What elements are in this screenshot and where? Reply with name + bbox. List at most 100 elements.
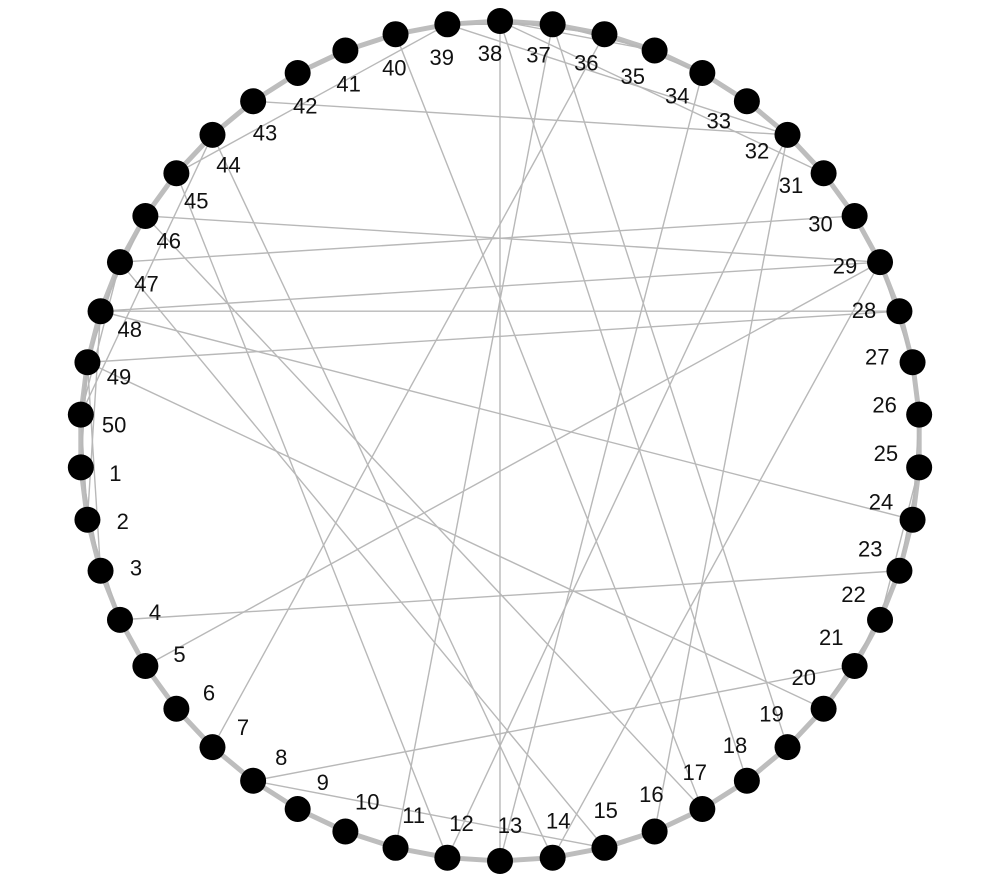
network-node bbox=[383, 835, 409, 861]
node-label: 25 bbox=[874, 441, 898, 466]
node-label: 50 bbox=[102, 413, 126, 438]
chord-edge bbox=[101, 262, 880, 311]
node-label: 22 bbox=[841, 582, 865, 607]
node-label: 34 bbox=[665, 84, 689, 109]
node-label: 41 bbox=[336, 72, 360, 97]
node-label: 19 bbox=[759, 701, 783, 726]
network-node bbox=[332, 819, 358, 845]
network-node bbox=[642, 819, 668, 845]
network-node bbox=[734, 768, 760, 794]
chord-group bbox=[81, 21, 919, 861]
chord-edge bbox=[212, 135, 552, 858]
node-label: 17 bbox=[682, 760, 706, 785]
node-label: 1 bbox=[109, 461, 121, 486]
node-label: 8 bbox=[275, 745, 287, 770]
node-label: 43 bbox=[253, 120, 277, 145]
network-node bbox=[775, 122, 801, 148]
network-node bbox=[68, 454, 94, 480]
node-label: 11 bbox=[402, 803, 425, 828]
node-label: 30 bbox=[808, 212, 832, 237]
chord-edge bbox=[87, 362, 823, 708]
network-node bbox=[88, 558, 114, 584]
node-label: 36 bbox=[574, 50, 598, 75]
node-label: 12 bbox=[449, 811, 473, 836]
node-label: 9 bbox=[317, 770, 329, 795]
node-label: 15 bbox=[593, 798, 617, 823]
network-node bbox=[163, 696, 189, 722]
network-node bbox=[540, 845, 566, 871]
node-label: 13 bbox=[498, 813, 522, 838]
network-node bbox=[906, 402, 932, 428]
node-label: 4 bbox=[149, 600, 161, 625]
network-node bbox=[867, 607, 893, 633]
chord-edge bbox=[120, 571, 899, 620]
network-node bbox=[434, 11, 460, 37]
node-label: 16 bbox=[639, 782, 663, 807]
network-node bbox=[906, 454, 932, 480]
node-label: 44 bbox=[216, 152, 240, 177]
network-node bbox=[68, 402, 94, 428]
node-label: 14 bbox=[546, 809, 570, 834]
network-node bbox=[74, 507, 100, 533]
network-node bbox=[842, 653, 868, 679]
node-label: 29 bbox=[833, 253, 857, 278]
chord-edge bbox=[87, 311, 899, 362]
chord-edge bbox=[396, 34, 703, 809]
chord-edge bbox=[120, 216, 855, 262]
network-node bbox=[867, 249, 893, 275]
node-label: 38 bbox=[478, 41, 502, 66]
node-label: 45 bbox=[184, 188, 208, 213]
node-label: 35 bbox=[621, 64, 645, 89]
node-label: 21 bbox=[819, 625, 843, 650]
chord-edge bbox=[145, 216, 702, 809]
network-node bbox=[642, 37, 668, 63]
node-label: 5 bbox=[173, 642, 185, 667]
node-label: 23 bbox=[858, 537, 882, 562]
network-node bbox=[132, 653, 158, 679]
network-node bbox=[383, 21, 409, 47]
node-label: 49 bbox=[107, 364, 131, 389]
node-label: 33 bbox=[707, 109, 731, 134]
chord-edge bbox=[145, 262, 880, 666]
network-node bbox=[285, 60, 311, 86]
network-node bbox=[591, 21, 617, 47]
network-node bbox=[487, 848, 513, 874]
network-node bbox=[734, 88, 760, 114]
node-label: 40 bbox=[382, 55, 406, 80]
node-label: 2 bbox=[117, 509, 129, 534]
chord-edge bbox=[500, 21, 655, 50]
network-node bbox=[811, 160, 837, 186]
node-label: 28 bbox=[852, 298, 876, 323]
node-label: 20 bbox=[792, 665, 816, 690]
network-node bbox=[163, 160, 189, 186]
network-node bbox=[886, 298, 912, 324]
network-node bbox=[199, 122, 225, 148]
node-label: 7 bbox=[237, 715, 249, 740]
node-label: 26 bbox=[872, 393, 896, 418]
network-node bbox=[842, 203, 868, 229]
network-node bbox=[240, 768, 266, 794]
network-node bbox=[591, 835, 617, 861]
chord-edge bbox=[81, 262, 120, 414]
network-node bbox=[900, 349, 926, 375]
network-node bbox=[487, 8, 513, 34]
node-label: 46 bbox=[156, 228, 180, 253]
network-node bbox=[886, 558, 912, 584]
network-node bbox=[689, 796, 715, 822]
node-label: 32 bbox=[745, 139, 769, 164]
node-label: 47 bbox=[134, 272, 158, 297]
network-node bbox=[689, 60, 715, 86]
network-node bbox=[900, 507, 926, 533]
node-label: 31 bbox=[779, 173, 803, 198]
chord-edge bbox=[101, 311, 913, 519]
node-label: 24 bbox=[869, 489, 893, 514]
network-node bbox=[107, 607, 133, 633]
network-node bbox=[332, 37, 358, 63]
network-node bbox=[540, 11, 566, 37]
network-node bbox=[240, 88, 266, 114]
network-node bbox=[285, 796, 311, 822]
node-label: 10 bbox=[355, 789, 379, 814]
network-node bbox=[132, 203, 158, 229]
network-node bbox=[74, 349, 100, 375]
node-label: 37 bbox=[526, 43, 550, 68]
